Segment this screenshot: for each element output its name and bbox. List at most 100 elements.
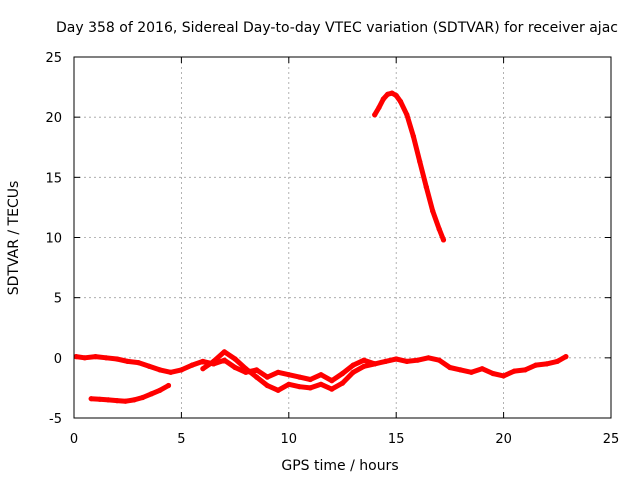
data-point — [275, 387, 281, 393]
data-point — [275, 369, 281, 375]
data-point — [318, 381, 324, 387]
plot-frame — [73, 56, 612, 419]
data-point — [410, 133, 416, 139]
data-point — [329, 386, 335, 392]
data-point — [404, 112, 410, 118]
data-point — [221, 349, 227, 355]
data-point — [361, 357, 367, 363]
series-layer — [73, 90, 569, 404]
data-point — [397, 98, 404, 105]
data-point — [389, 90, 395, 96]
data-point — [296, 374, 303, 380]
data-point — [339, 380, 346, 386]
data-point — [157, 367, 163, 373]
data-point — [296, 384, 303, 390]
data-point — [125, 358, 131, 364]
data-point — [393, 356, 399, 362]
data-point — [286, 372, 292, 378]
data-point — [404, 358, 410, 364]
data-point — [105, 397, 111, 403]
series-satellite-track-4 — [372, 90, 447, 243]
data-point — [440, 237, 447, 243]
data-point — [376, 104, 382, 111]
data-point — [417, 159, 423, 165]
data-point — [221, 357, 227, 363]
series-satellite-track-3 — [88, 382, 172, 404]
data-point — [393, 92, 399, 99]
data-point — [254, 374, 260, 380]
data-point — [329, 378, 335, 384]
chart-title: Day 358 of 2016, Sidereal Day-to-day VTE… — [56, 20, 618, 36]
data-point — [447, 364, 453, 371]
data-point — [264, 382, 270, 389]
data-point — [131, 397, 137, 403]
x-tick-label: 0 — [70, 432, 78, 447]
y-tick-label: 20 — [45, 111, 62, 126]
tick-labels: 0 5 10 15 20 25 -5 0 5 10 15 20 25 — [45, 51, 619, 447]
series-satellite-track-1 — [73, 354, 569, 384]
data-point — [350, 362, 356, 368]
data-point — [168, 369, 174, 375]
data-point — [430, 208, 436, 214]
data-point — [243, 366, 249, 372]
data-point — [211, 358, 217, 364]
x-tick-label: 10 — [281, 432, 298, 447]
data-point — [436, 357, 442, 363]
data-point — [254, 367, 260, 373]
data-point — [103, 355, 109, 361]
data-point — [178, 367, 184, 373]
data-point — [140, 394, 146, 401]
x-axis-label: GPS time / hours — [281, 458, 398, 474]
data-point — [114, 356, 120, 362]
y-tick-label: -5 — [49, 412, 62, 427]
data-point — [135, 360, 141, 366]
data-point — [307, 385, 313, 391]
data-point — [165, 382, 172, 389]
data-point — [339, 370, 346, 377]
data-point — [88, 396, 94, 402]
data-point — [563, 354, 569, 360]
data-point — [189, 362, 195, 368]
x-tick-label: 15 — [388, 432, 405, 447]
data-point — [458, 367, 464, 373]
grid — [74, 57, 611, 418]
data-point — [490, 370, 496, 377]
data-point — [544, 361, 550, 367]
data-point — [479, 366, 485, 372]
data-point — [468, 369, 474, 375]
data-point — [522, 367, 528, 373]
data-point — [385, 91, 391, 97]
data-point — [382, 358, 389, 364]
x-tick-label: 25 — [603, 432, 620, 447]
data-point — [97, 396, 103, 402]
data-point — [232, 364, 238, 371]
y-tick-label: 10 — [45, 232, 62, 247]
data-point — [92, 354, 99, 360]
data-point — [200, 366, 206, 372]
data-point — [264, 374, 270, 380]
data-point — [200, 358, 206, 364]
y-tick-label: 25 — [45, 51, 62, 66]
data-point — [361, 363, 367, 369]
data-point — [436, 226, 442, 232]
data-point — [372, 112, 378, 118]
series-line — [88, 383, 171, 404]
data-point — [425, 355, 431, 361]
y-tick-label: 15 — [45, 171, 62, 186]
series-satellite-track-2 — [200, 349, 378, 393]
data-point — [307, 376, 313, 383]
y-tick-label: 5 — [54, 292, 62, 307]
data-point — [350, 369, 356, 375]
data-point — [82, 355, 88, 361]
data-point — [423, 184, 429, 190]
data-point — [286, 381, 292, 387]
data-point — [157, 387, 163, 393]
data-point — [123, 398, 129, 404]
x-tick-label: 20 — [495, 432, 512, 447]
data-point — [114, 398, 120, 404]
data-point — [533, 362, 539, 368]
data-point — [148, 391, 154, 397]
x-tick-label: 5 — [177, 432, 185, 447]
y-tick-label: 0 — [54, 352, 62, 367]
